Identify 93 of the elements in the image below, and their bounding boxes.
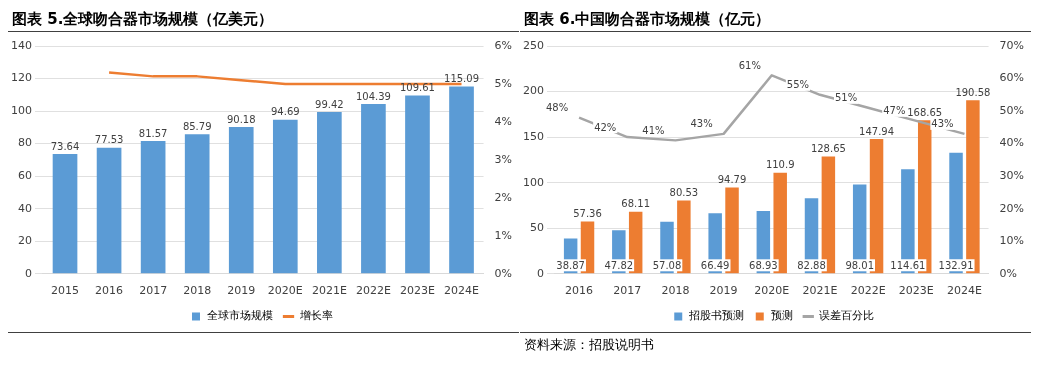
legend-label: 增长率 (298, 309, 333, 323)
data-label: 128.65 (810, 143, 846, 155)
data-label: 168.65 (907, 106, 943, 118)
y2-tick-label: 3% (494, 152, 512, 166)
data-label: 48% (545, 102, 569, 114)
data-label: 68.11 (621, 198, 651, 210)
x-tick-label: 2018 (661, 284, 690, 298)
x-tick-label: 2022E (850, 284, 886, 298)
data-label: 114.61 (890, 259, 926, 271)
y-tick-label: 50 (530, 221, 544, 235)
y2-tick-label: 5% (494, 76, 512, 90)
y2-tick-label: 2% (494, 190, 512, 204)
data-label: 82.88 (797, 259, 826, 271)
data-label: 85.79 (182, 120, 212, 132)
data-label: 109.61 (399, 82, 435, 94)
data-label: 94.79 (717, 174, 747, 186)
data-label: 55% (786, 79, 810, 91)
x-tick-label: 2024E (444, 284, 480, 298)
x-tick-label: 2016 (565, 284, 594, 298)
data-label: 68.93 (749, 259, 778, 271)
data-label: 115.09 (444, 73, 480, 85)
y-tick-label: 150 (523, 129, 544, 143)
y-tick-label: 40 (18, 201, 32, 215)
legend-label: 预测 (770, 309, 793, 323)
data-label: 90.18 (226, 113, 256, 125)
y-tick-label: 200 (523, 84, 544, 98)
x-tick-label: 2017 (139, 284, 168, 298)
y2-tick-label: 70% (999, 38, 1024, 52)
x-tick-label: 2019 (709, 284, 738, 298)
y-tick-label: 80 (18, 136, 32, 150)
x-tick-label: 2020E (267, 284, 303, 298)
y2-tick-label: 50% (999, 103, 1024, 117)
data-label: 66.49 (700, 259, 730, 271)
data-label: 41% (642, 124, 665, 136)
y2-tick-label: 6% (494, 38, 512, 52)
x-tick-label: 2017 (613, 284, 642, 298)
data-label: 104.39 (355, 90, 391, 102)
y2-tick-label: 30% (999, 169, 1024, 183)
x-tick-label: 2019 (227, 284, 256, 298)
data-label: 132.91 (938, 259, 974, 271)
legend-label: 全球市场规模 (207, 309, 273, 323)
data-label: 42% (594, 121, 617, 133)
x-tick-label: 2024E (946, 284, 982, 298)
x-tick-label: 2021E (311, 284, 347, 298)
text: 资料来源：招股说明书 (524, 336, 655, 354)
y2-tick-label: 4% (494, 114, 512, 128)
y-tick-label: 100 (11, 103, 32, 117)
data-label: 80.53 (669, 187, 699, 199)
data-label: 43% (690, 118, 713, 130)
x-tick-label: 2018 (183, 284, 212, 298)
x-tick-label: 2015 (51, 284, 80, 298)
data-label: 61% (738, 59, 761, 71)
data-label: 98.01 (845, 259, 875, 271)
data-label: 81.57 (138, 127, 168, 139)
chart-title: 图表 6.中国吻合器市场规模（亿元） (520, 8, 1031, 32)
x-tick-label: 2020E (754, 284, 790, 298)
x-tick-label: 2023E (399, 284, 435, 298)
y-tick-label: 60 (18, 169, 32, 183)
y2-tick-label: 60% (999, 71, 1024, 85)
y2-tick-label: 40% (999, 136, 1024, 150)
y-tick-label: 100 (523, 175, 544, 189)
y-tick-label: 250 (523, 38, 544, 52)
y2-tick-label: 1% (494, 228, 512, 242)
data-label: 99.42 (315, 98, 344, 110)
y2-tick-label: 10% (999, 234, 1024, 248)
x-tick-label: 2022E (355, 284, 391, 298)
data-label: 47.82 (604, 259, 634, 271)
legend-label: 招股书预测 (688, 309, 745, 323)
y-tick-label: 20 (18, 234, 32, 248)
y2-tick-label: 0% (494, 266, 512, 280)
data-label: 43% (931, 118, 954, 130)
data-label: 47% (883, 105, 906, 117)
data-label: 190.58 (955, 86, 991, 98)
data-label: 94.69 (270, 106, 300, 118)
data-label: 73.64 (50, 140, 80, 152)
data-label: 147.94 (859, 125, 895, 137)
data-label: 57.08 (652, 259, 682, 271)
data-label: 57.36 (573, 208, 602, 220)
legend-label: 误差百分比 (819, 309, 875, 323)
data-label: 77.53 (94, 134, 124, 146)
x-tick-label: 2021E (802, 284, 838, 298)
data-label: 110.9 (765, 159, 795, 171)
chart-title: 图表 5.全球吻合器市场规模（亿美元） (8, 8, 519, 32)
y-tick-label: 120 (11, 71, 32, 85)
y-tick-label: 140 (11, 38, 32, 52)
y-tick-label: 0 (25, 266, 32, 280)
y2-tick-label: 0% (999, 266, 1017, 280)
x-tick-label: 2016 (95, 284, 124, 298)
data-label: 38.87 (556, 259, 585, 271)
x-tick-label: 2023E (898, 284, 934, 298)
y-tick-label: 0 (537, 266, 544, 280)
data-label: 51% (835, 92, 858, 104)
y2-tick-label: 20% (999, 201, 1024, 215)
